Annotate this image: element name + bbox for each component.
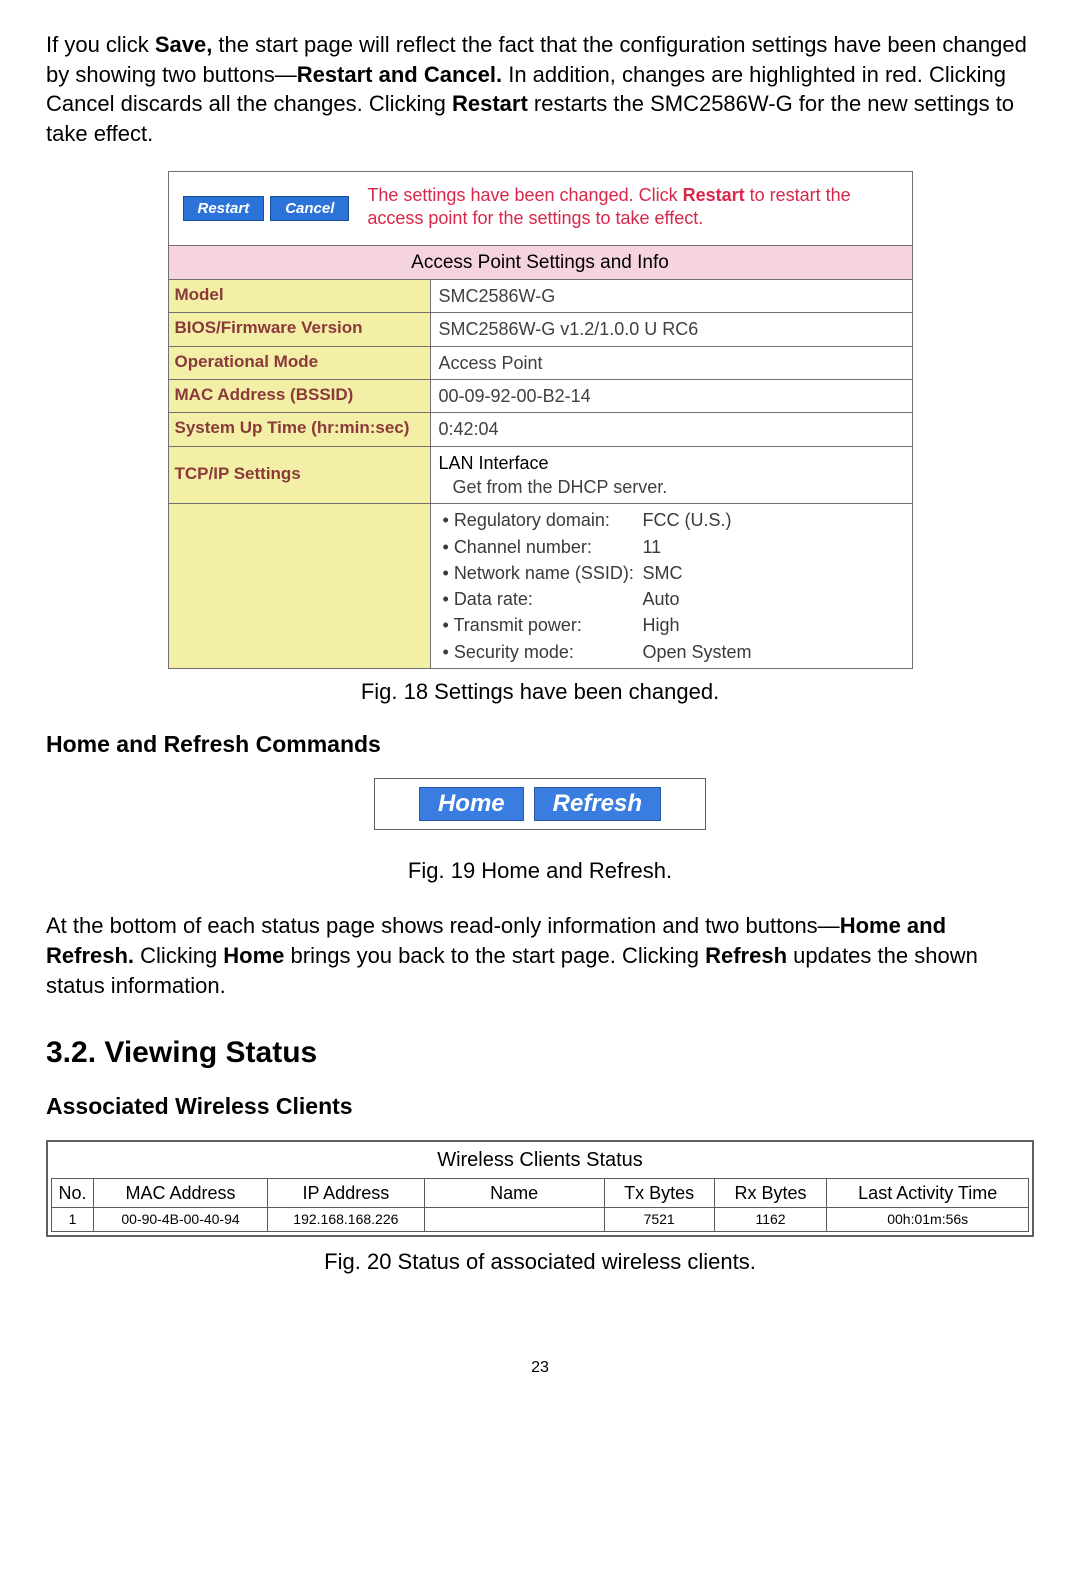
settings-row-bullets: Regulatory domain: FCC (U.S.) Channel nu… <box>169 504 912 668</box>
bullet-label: Regulatory domain: <box>443 508 643 532</box>
bullet-value: Open System <box>643 640 904 664</box>
bullet-value: High <box>643 613 904 637</box>
settings-label: BIOS/Firmware Version <box>169 313 431 345</box>
settings-header: Restart Cancel The settings have been ch… <box>169 172 912 245</box>
bullet-value: SMC <box>643 561 904 585</box>
section-3-2-heading: 3.2. Viewing Status <box>46 1033 1034 1074</box>
bullet-label: Security mode: <box>443 640 643 664</box>
text-bold: Save, <box>155 32 213 57</box>
intro-paragraph: If you click Save, the start page will r… <box>46 30 1034 149</box>
text: brings you back to the start page. Click… <box>284 943 705 968</box>
cell-name <box>424 1208 604 1232</box>
settings-label: TCP/IP Settings <box>169 447 431 504</box>
settings-value: SMC2586W-G <box>431 280 912 312</box>
cell-ip: 192.168.168.226 <box>268 1208 425 1232</box>
col-tx: Tx Bytes <box>604 1179 714 1208</box>
text-bold: Restart <box>683 185 745 205</box>
settings-changed-message: The settings have been changed. Click Re… <box>367 184 897 231</box>
settings-label: MAC Address (BSSID) <box>169 380 431 412</box>
home-button[interactable]: Home <box>419 787 524 821</box>
text: The settings have been changed. Click <box>367 185 682 205</box>
settings-row: System Up Time (hr:min:sec) 0:42:04 <box>169 413 912 446</box>
col-mac: MAC Address <box>94 1179 268 1208</box>
fig19-caption: Fig. 19 Home and Refresh. <box>46 856 1034 886</box>
bullet-value: FCC (U.S.) <box>643 508 904 532</box>
bullet-label: Transmit power: <box>443 613 643 637</box>
text-bold: Restart <box>452 91 528 116</box>
settings-value: Regulatory domain: FCC (U.S.) Channel nu… <box>431 504 912 668</box>
col-last-activity: Last Activity Time <box>827 1179 1029 1208</box>
home-refresh-paragraph: At the bottom of each status page shows … <box>46 911 1034 1000</box>
bullet-value: 11 <box>643 535 904 559</box>
wireless-clients-panel: Wireless Clients Status No. MAC Address … <box>46 1140 1034 1237</box>
text: If you click <box>46 32 155 57</box>
text-bold: Home <box>223 943 284 968</box>
fig18-caption: Fig. 18 Settings have been changed. <box>46 677 1034 707</box>
table-header-row: No. MAC Address IP Address Name Tx Bytes… <box>52 1179 1029 1208</box>
settings-grid: Model SMC2586W-G BIOS/Firmware Version S… <box>169 279 912 668</box>
cancel-button[interactable]: Cancel <box>270 196 349 221</box>
col-ip: IP Address <box>268 1179 425 1208</box>
wireless-clients-title: Wireless Clients Status <box>51 1145 1029 1178</box>
settings-label: System Up Time (hr:min:sec) <box>169 413 431 445</box>
associated-clients-heading: Associated Wireless Clients <box>46 1091 1034 1122</box>
table-row: 1 00-90-4B-00-40-94 192.168.168.226 7521… <box>52 1208 1029 1232</box>
home-refresh-box: Home Refresh <box>374 778 706 830</box>
bullet-value: Auto <box>643 587 904 611</box>
settings-value: LAN Interface Get from the DHCP server. <box>431 447 912 504</box>
lan-interface-title: LAN Interface <box>439 451 904 475</box>
cell-last-activity: 00h:01m:56s <box>827 1208 1029 1232</box>
settings-panel: Restart Cancel The settings have been ch… <box>168 171 913 669</box>
cell-tx: 7521 <box>604 1208 714 1232</box>
col-name: Name <box>424 1179 604 1208</box>
wireless-clients-table: No. MAC Address IP Address Name Tx Bytes… <box>51 1178 1029 1232</box>
bullet-label: Data rate: <box>443 587 643 611</box>
settings-value: 0:42:04 <box>431 413 912 445</box>
settings-label-empty <box>169 504 431 668</box>
text: Clicking <box>134 943 223 968</box>
bullet-label: Channel number: <box>443 535 643 559</box>
settings-section-title: Access Point Settings and Info <box>169 245 912 280</box>
settings-row-tcpip: TCP/IP Settings LAN Interface Get from t… <box>169 447 912 505</box>
settings-value: 00-09-92-00-B2-14 <box>431 380 912 412</box>
settings-value: SMC2586W-G v1.2/1.0.0 U RC6 <box>431 313 912 345</box>
settings-label: Operational Mode <box>169 347 431 379</box>
cell-mac: 00-90-4B-00-40-94 <box>94 1208 268 1232</box>
text-bold: Restart and Cancel. <box>297 62 502 87</box>
settings-label: Model <box>169 280 431 312</box>
refresh-button[interactable]: Refresh <box>534 787 661 821</box>
fig20-caption: Fig. 20 Status of associated wireless cl… <box>46 1247 1034 1277</box>
cell-no: 1 <box>52 1208 94 1232</box>
lan-interface-sub: Get from the DHCP server. <box>439 475 904 499</box>
settings-value: Access Point <box>431 347 912 379</box>
text: At the bottom of each status page shows … <box>46 913 840 938</box>
settings-row: Operational Mode Access Point <box>169 347 912 380</box>
bullet-label: Network name (SSID): <box>443 561 643 585</box>
settings-row: Model SMC2586W-G <box>169 280 912 313</box>
restart-button[interactable]: Restart <box>183 196 265 221</box>
cell-rx: 1162 <box>714 1208 827 1232</box>
page-number: 23 <box>46 1357 1034 1379</box>
settings-row: MAC Address (BSSID) 00-09-92-00-B2-14 <box>169 380 912 413</box>
settings-row: BIOS/Firmware Version SMC2586W-G v1.2/1.… <box>169 313 912 346</box>
text-bold: Refresh <box>705 943 787 968</box>
col-no: No. <box>52 1179 94 1208</box>
home-refresh-heading: Home and Refresh Commands <box>46 729 1034 760</box>
col-rx: Rx Bytes <box>714 1179 827 1208</box>
